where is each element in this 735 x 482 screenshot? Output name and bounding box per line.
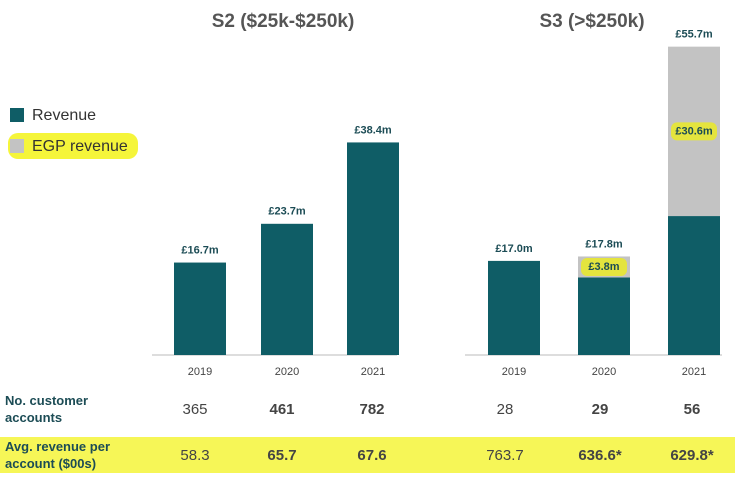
total-label: £17.8m	[585, 238, 623, 250]
legend-highlight	[8, 133, 138, 159]
table-cell: 29	[592, 401, 609, 418]
legend-label: EGP revenue	[32, 138, 128, 155]
legend-swatch	[10, 108, 24, 122]
table-cell: 763.7	[486, 447, 524, 464]
chart-title: S3 (>$250k)	[539, 11, 644, 32]
x-tick-label: 2020	[592, 366, 616, 378]
table-cell: 67.6	[357, 447, 386, 464]
total-label: £17.0m	[495, 243, 533, 255]
table-cell: 782	[359, 401, 384, 418]
table-cell: 629.8*	[670, 447, 714, 464]
value-label: £30.6m	[675, 125, 713, 137]
bar-segment	[668, 216, 720, 355]
bar	[174, 262, 226, 355]
value-label: £38.4m	[354, 124, 392, 136]
table-cell: 65.7	[267, 447, 296, 464]
label-highlight	[581, 257, 627, 276]
value-label: £16.7m	[181, 244, 219, 256]
row-label-box: Avg. revenue per account ($00s)	[5, 439, 111, 471]
table-cell: 56	[684, 401, 701, 418]
x-tick-label: 2021	[682, 366, 706, 378]
x-tick-label: 2019	[502, 366, 526, 378]
row-label: No. customer accounts	[5, 393, 89, 425]
x-tick-label: 2020	[275, 366, 299, 378]
table-cell: 28	[497, 401, 514, 418]
legend-label: Revenue	[32, 107, 96, 124]
label-highlight	[671, 122, 717, 141]
row-label: Avg. revenue per account ($00s)	[5, 439, 111, 471]
row-highlight	[0, 437, 735, 473]
bar-segment	[488, 260, 540, 355]
table-cell: 58.3	[180, 447, 209, 464]
bar	[347, 142, 399, 355]
bar-segment	[578, 277, 630, 355]
row-label-box: No. customer accounts	[5, 393, 89, 425]
table-cell: 636.6*	[578, 447, 622, 464]
value-label: £23.7m	[268, 206, 306, 218]
x-tick-label: 2021	[361, 366, 385, 378]
legend-swatch	[10, 139, 24, 153]
bar	[261, 223, 313, 355]
x-tick-label: 2019	[188, 366, 212, 378]
value-label: £3.8m	[588, 261, 619, 273]
table-cell: 365	[182, 401, 207, 418]
table-cell: 461	[269, 401, 294, 418]
chart-title: S2 ($25k-$250k)	[212, 11, 355, 32]
total-label: £55.7m	[675, 29, 713, 41]
